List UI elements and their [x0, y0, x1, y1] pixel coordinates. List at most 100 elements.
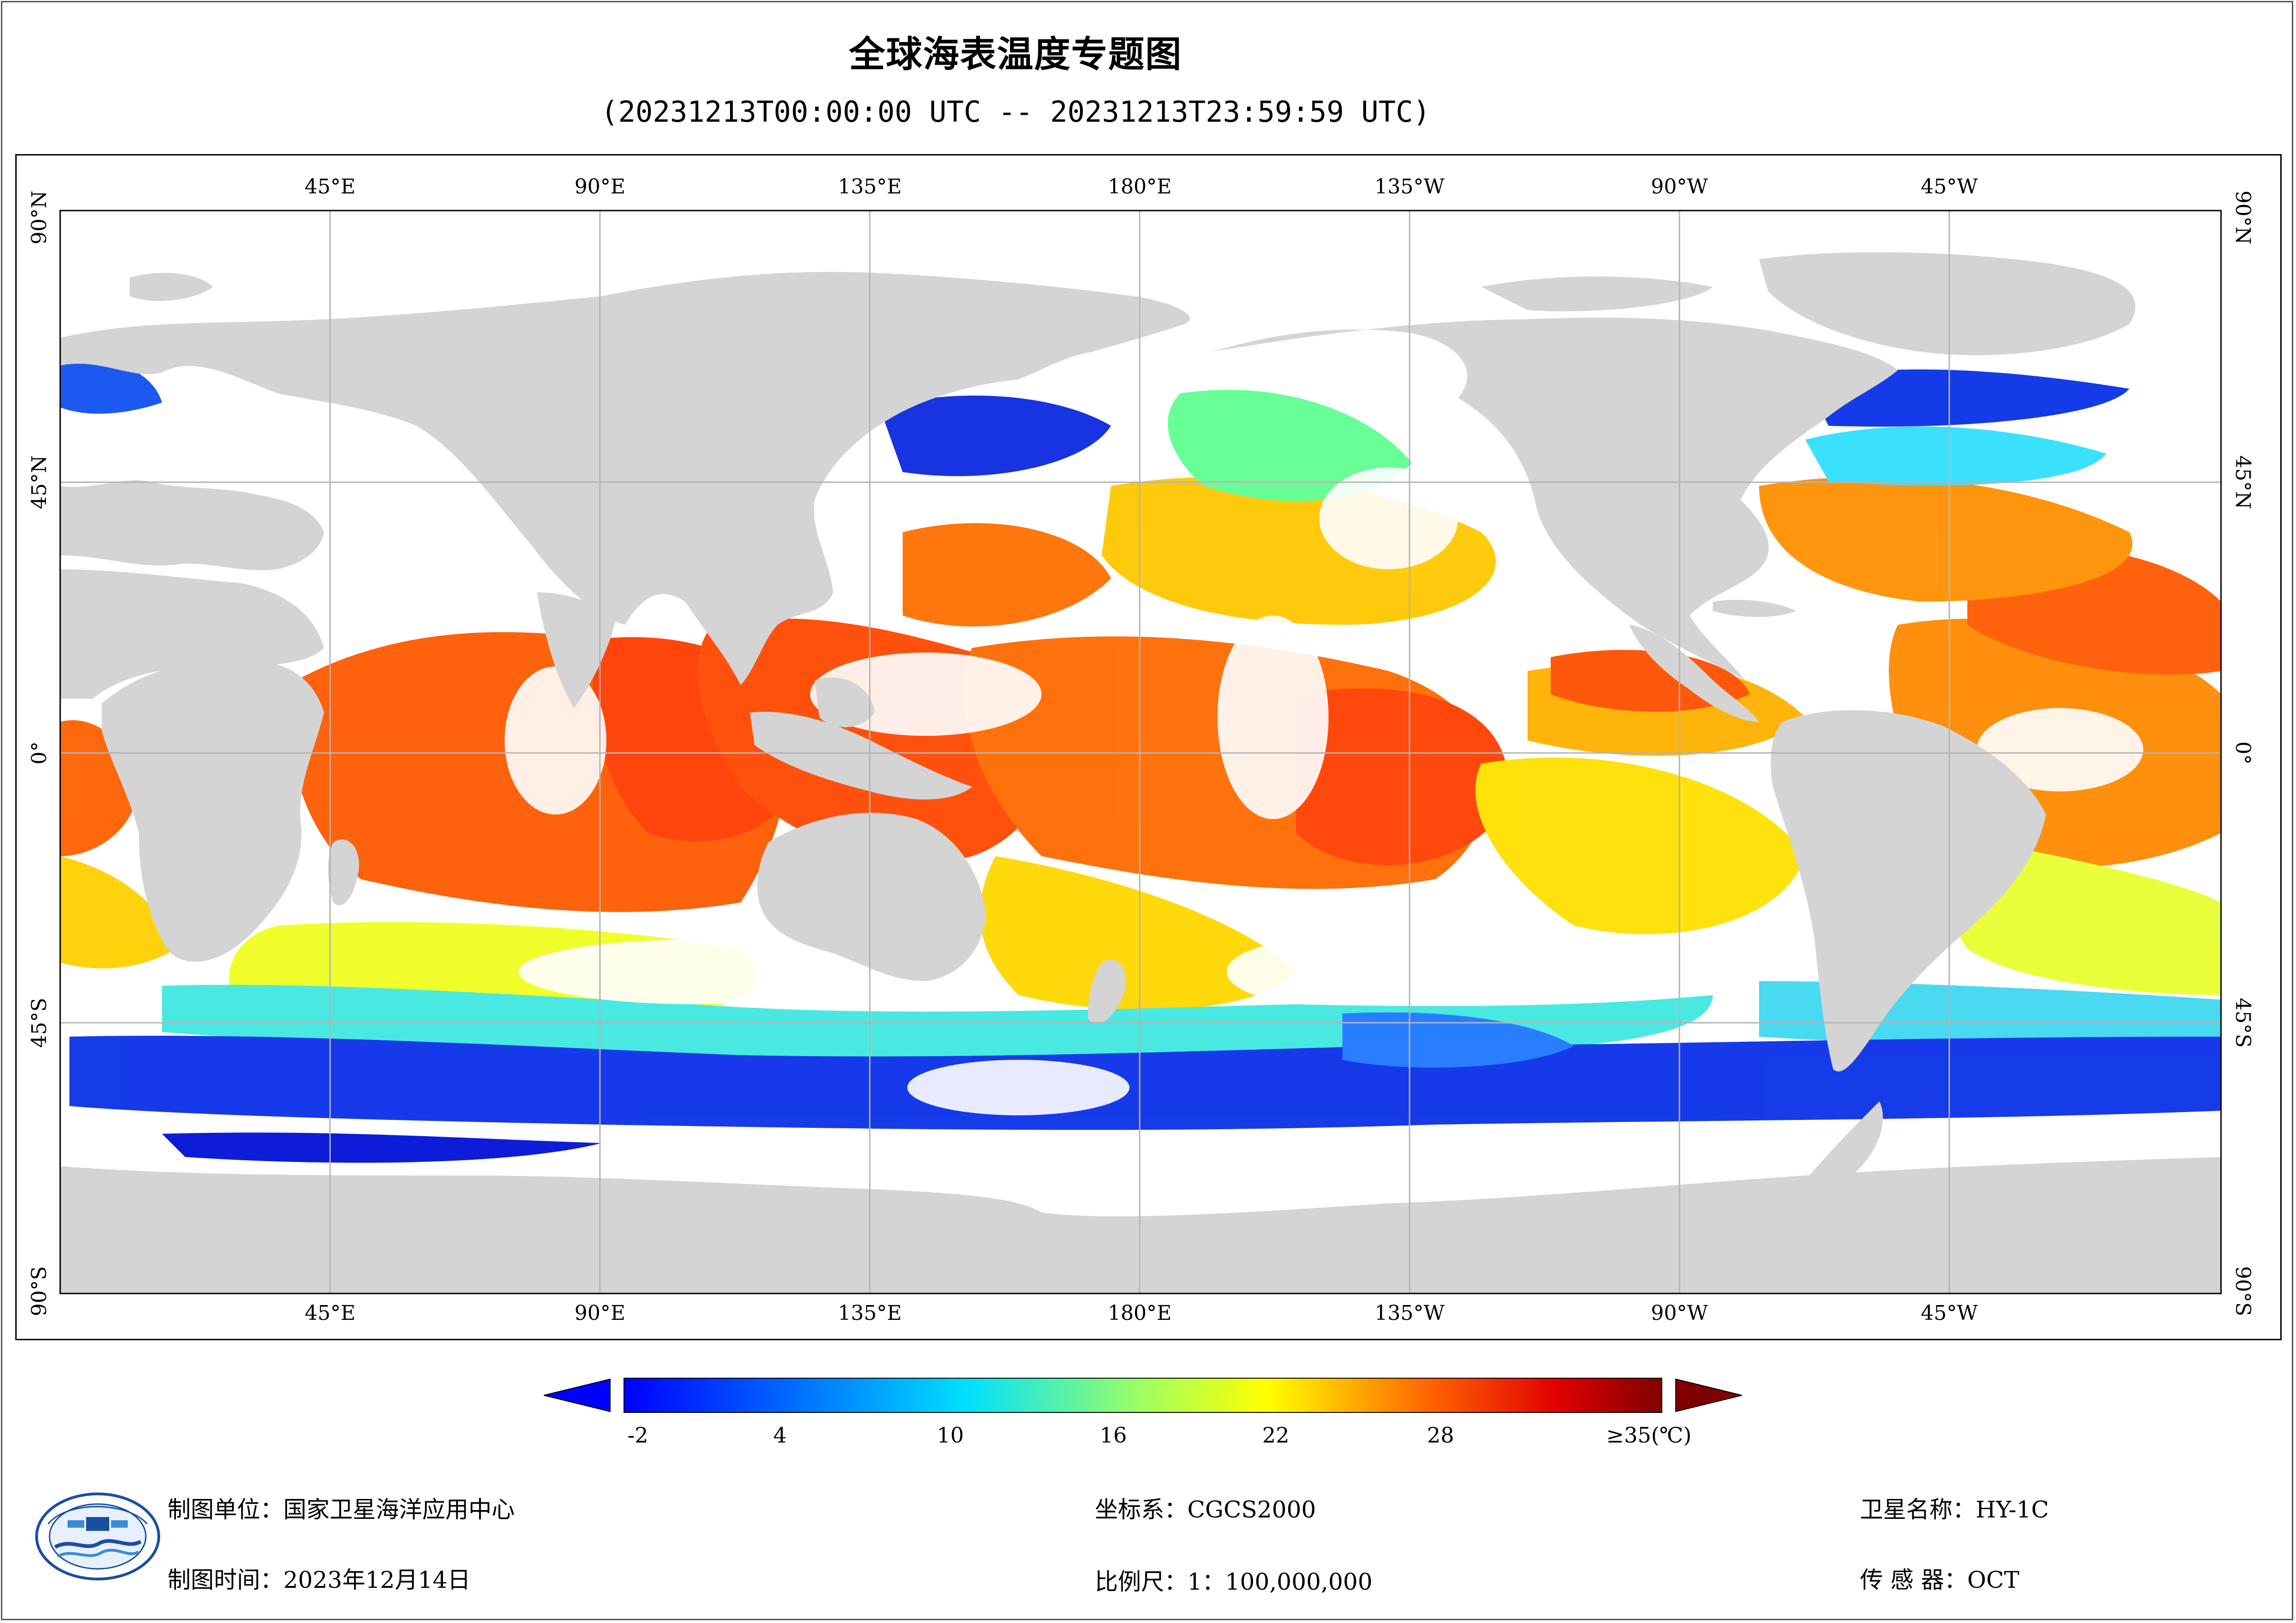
land-north-america [1213, 317, 1898, 680]
time-value: 2023年12月14日 [283, 1567, 471, 1593]
cloud-band [1217, 616, 1329, 819]
land-borneo [815, 677, 875, 728]
colorbar-over-arrow [1675, 1378, 1742, 1412]
colorbar-under-arrow [543, 1378, 611, 1412]
land-south-america [1771, 710, 2046, 1072]
colorbar-label: ≥35(℃) [1606, 1423, 1692, 1448]
land-cuba [1713, 600, 1796, 617]
lon-label-top: 45°E [304, 175, 356, 199]
sst-field [60, 358, 2221, 1163]
colorbar-label: 16 [1099, 1423, 1127, 1448]
colorbar-ramp [624, 1378, 1662, 1413]
lon-label-top: 45°W [1921, 175, 1978, 199]
cloud-band [1319, 467, 1458, 569]
land-new-zealand [1088, 959, 1126, 1024]
sst-patch [60, 856, 176, 969]
land-australia [757, 813, 986, 981]
lon-label-bottom: 135°W [1374, 1301, 1445, 1325]
sst-patch [880, 395, 1111, 476]
lon-label-top: 135°W [1374, 175, 1445, 199]
cloud-band [505, 666, 606, 815]
land-africa [102, 661, 324, 962]
sst-patch [980, 856, 1296, 1010]
sst-patch [1759, 477, 2133, 602]
map-frame [15, 154, 2282, 1340]
sst-patch [903, 523, 1111, 627]
unit-value: 国家卫星海洋应用中心 [283, 1496, 515, 1523]
satellite-label: 卫星名称： [1860, 1496, 1976, 1523]
map-inner-border [59, 210, 2222, 1294]
sensor-label: 传 感 器： [1860, 1567, 1967, 1593]
lat-label-left: 90°N [27, 190, 51, 245]
sst-patch [162, 985, 1713, 1059]
lon-label-bottom: 135°E [837, 1301, 902, 1325]
colorbar-label: 4 [773, 1423, 787, 1448]
land-svalbard [130, 273, 213, 301]
land-central-america [1629, 625, 1759, 722]
lon-label-top: 90°W [1651, 175, 1708, 199]
unit-label: 制图单位： [168, 1496, 283, 1523]
sst-patch [1805, 426, 2106, 486]
satellite-value: HY-1C [1976, 1496, 2049, 1523]
lat-label-right: 90°N [2231, 190, 2255, 245]
nsoas-logo-icon [35, 1492, 160, 1580]
time-info: 制图时间：2023年12月14日 [168, 1561, 471, 1595]
lat-label-left: 0° [27, 741, 51, 765]
map-subtitle: (20231213T00:00:00 UTC -- 20231213T23:59… [601, 95, 1430, 129]
sst-patch [1342, 1012, 1574, 1068]
sensor-value: OCT [1967, 1567, 2020, 1593]
land-india [537, 592, 616, 708]
land-antarctic-peninsula [1805, 1101, 1883, 1180]
map-title: 全球海表温度专题图 [849, 34, 1182, 75]
lon-label-bottom: 45°E [304, 1301, 356, 1325]
lat-label-right: 90°S [2231, 1266, 2255, 1317]
lat-label-right: 45°S [2231, 997, 2255, 1048]
sst-patch [1296, 688, 1508, 865]
cloud-band [518, 939, 870, 1004]
sst-patch [162, 1132, 602, 1163]
cloud-band [907, 1060, 1129, 1115]
colorbar [543, 1378, 1742, 1413]
lon-label-top: 180°E [1107, 175, 1172, 199]
colorbar-label: 10 [936, 1423, 964, 1448]
scale-label: 比例尺： [1095, 1568, 1187, 1595]
time-label: 制图时间： [168, 1567, 283, 1593]
land-eurasia [60, 272, 1190, 685]
lat-label-left: 45°N [27, 455, 51, 510]
unit-info: 制图单位：国家卫星海洋应用中心 [168, 1491, 515, 1524]
sensor-info: 传 感 器：OCT [1860, 1561, 2019, 1595]
colorbar-label: 22 [1262, 1423, 1290, 1448]
graticule [60, 211, 2221, 1293]
scale-value: 1：100,000,000 [1187, 1568, 1373, 1595]
lon-label-bottom: 90°W [1651, 1301, 1708, 1325]
lat-label-left: 90°S [27, 1266, 51, 1317]
cloud-band [1977, 708, 2143, 791]
crs-label: 坐标系： [1095, 1496, 1187, 1523]
lon-label-bottom: 45°W [1921, 1301, 1978, 1325]
land-greenland [1759, 252, 2135, 355]
sst-patch [1475, 757, 1805, 934]
cloud-band [1227, 939, 1412, 1004]
land-arctic-islands [1481, 276, 1713, 311]
lon-label-top: 90°E [574, 175, 626, 199]
lat-label-left: 45°S [27, 997, 51, 1048]
lat-label-right: 45°N [2231, 455, 2255, 510]
colorbar-label: 28 [1427, 1423, 1454, 1448]
lon-label-bottom: 180°E [1107, 1301, 1172, 1325]
sst-patch [69, 1036, 2221, 1130]
land-madagascar [328, 839, 359, 906]
land-north-africa [60, 569, 324, 699]
crs-value: CGCS2000 [1187, 1496, 1316, 1523]
colorbar-label: -2 [627, 1423, 649, 1448]
sst-patch [1805, 369, 2129, 427]
sst-patch [1167, 390, 1412, 501]
lat-label-right: 0° [2231, 741, 2255, 765]
crs-info: 坐标系：CGCS2000 [1095, 1491, 1316, 1524]
land-europe [60, 480, 324, 571]
lon-label-top: 135°E [837, 175, 902, 199]
satellite-info: 卫星名称：HY-1C [1860, 1491, 2049, 1524]
land-indonesia [750, 712, 972, 800]
scale-info: 比例尺：1：100,000,000 [1095, 1563, 1373, 1597]
